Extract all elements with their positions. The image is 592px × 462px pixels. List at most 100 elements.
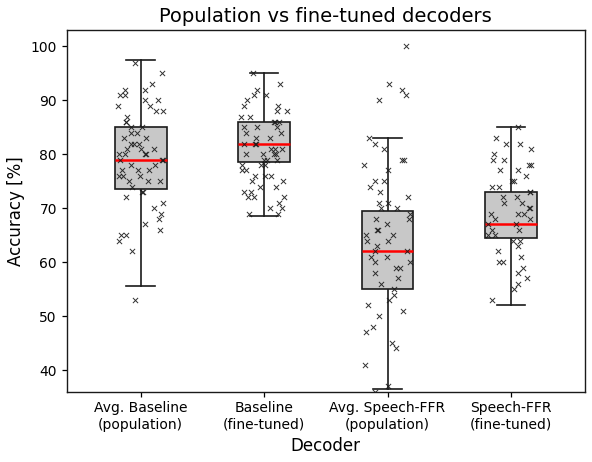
Point — [137, 124, 147, 131]
Point — [498, 258, 507, 266]
Point — [118, 172, 128, 180]
Point — [256, 161, 265, 169]
Point — [237, 161, 247, 169]
Title: Population vs fine-tuned decoders: Population vs fine-tuned decoders — [159, 7, 492, 26]
Point — [365, 183, 375, 190]
Point — [276, 129, 286, 136]
Point — [158, 156, 168, 164]
Point — [494, 183, 504, 190]
Point — [487, 183, 497, 190]
Point — [157, 70, 166, 77]
Point — [392, 205, 402, 212]
Point — [513, 210, 522, 217]
Point — [128, 248, 137, 255]
Point — [137, 188, 146, 196]
Point — [282, 108, 292, 115]
Point — [121, 194, 131, 201]
Point — [127, 124, 136, 131]
Point — [519, 210, 529, 217]
Point — [405, 210, 414, 217]
Point — [371, 258, 380, 266]
Point — [527, 145, 536, 152]
Point — [515, 140, 525, 147]
Point — [377, 280, 386, 287]
Point — [272, 124, 282, 131]
Point — [269, 118, 279, 126]
Point — [126, 129, 136, 136]
Point — [391, 345, 401, 352]
Point — [383, 237, 392, 244]
Point — [368, 323, 378, 331]
Point — [501, 140, 510, 147]
Point — [494, 258, 503, 266]
Point — [514, 226, 523, 233]
Point — [122, 231, 131, 239]
Point — [115, 151, 124, 158]
Point — [513, 124, 523, 131]
Point — [375, 199, 384, 207]
Point — [265, 134, 275, 142]
Point — [122, 145, 131, 152]
Point — [124, 177, 134, 185]
Point — [382, 253, 392, 261]
Point — [491, 134, 500, 142]
Point — [143, 177, 153, 185]
Point — [374, 226, 383, 233]
Point — [361, 328, 371, 336]
Point — [483, 221, 493, 228]
Point — [401, 43, 411, 50]
Point — [156, 210, 166, 217]
Point — [255, 183, 265, 190]
Point — [274, 199, 284, 207]
Point — [247, 188, 256, 196]
Point — [514, 167, 523, 174]
Point — [137, 145, 146, 152]
Point — [274, 102, 283, 109]
Point — [395, 264, 404, 271]
Point — [389, 286, 398, 293]
Point — [152, 108, 161, 115]
Point — [379, 145, 389, 152]
Point — [394, 274, 403, 282]
Point — [270, 145, 279, 152]
Point — [483, 231, 493, 239]
Point — [262, 91, 271, 99]
Point — [360, 161, 369, 169]
Point — [370, 140, 379, 147]
Point — [513, 269, 523, 277]
Point — [526, 161, 536, 169]
Point — [362, 237, 371, 244]
Point — [258, 151, 268, 158]
Point — [253, 124, 262, 131]
Point — [278, 177, 288, 185]
Point — [120, 151, 130, 158]
Point — [243, 194, 253, 201]
Point — [115, 237, 124, 244]
Point — [371, 215, 381, 223]
Point — [155, 177, 165, 185]
Point — [120, 86, 129, 93]
Point — [366, 253, 376, 261]
Point — [374, 312, 384, 320]
Point — [518, 264, 527, 271]
Point — [133, 167, 143, 174]
Point — [249, 70, 258, 77]
Point — [237, 167, 247, 174]
Point — [275, 80, 284, 88]
Point — [115, 156, 125, 164]
Point — [141, 134, 150, 142]
Point — [121, 118, 131, 126]
Point — [121, 118, 130, 126]
Point — [516, 253, 526, 261]
Point — [140, 221, 150, 228]
Point — [158, 199, 168, 207]
Point — [379, 177, 388, 185]
X-axis label: Decoder: Decoder — [291, 437, 361, 455]
Point — [400, 156, 409, 164]
Point — [270, 118, 279, 126]
Point — [134, 140, 143, 147]
Point — [117, 167, 127, 174]
Point — [269, 151, 279, 158]
Point — [131, 296, 140, 304]
Point — [517, 199, 526, 207]
